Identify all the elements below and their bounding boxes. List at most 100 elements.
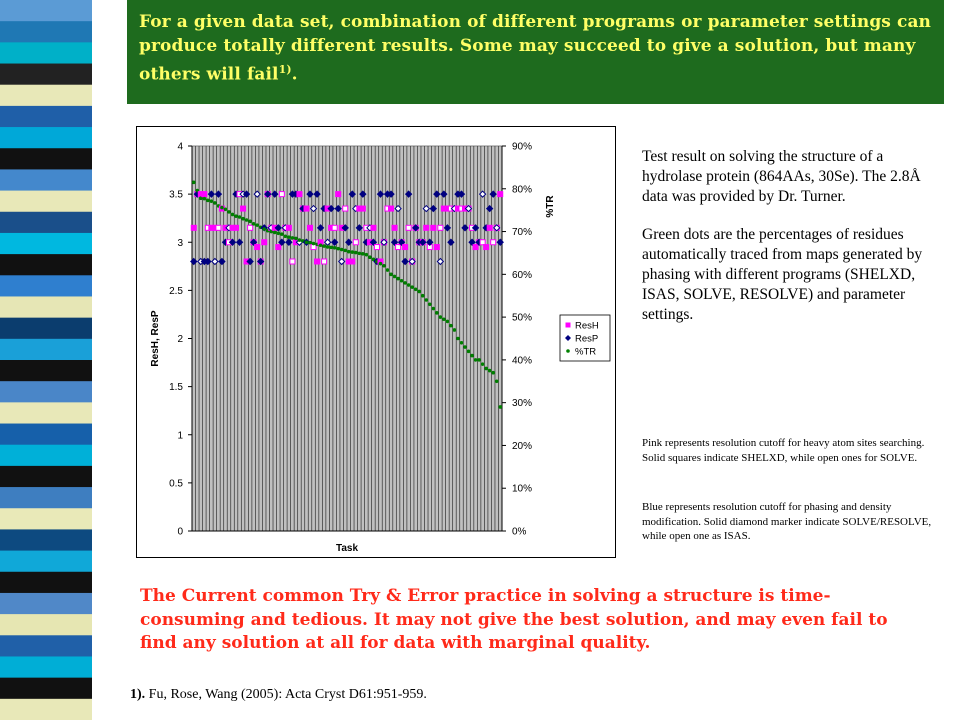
resp-point xyxy=(359,190,367,198)
resh-point xyxy=(296,191,303,198)
resh-point xyxy=(331,224,338,231)
y-tick-label: 2.5 xyxy=(169,286,183,297)
tr-point xyxy=(466,349,471,354)
stripe xyxy=(0,190,92,213)
tr-point xyxy=(382,263,386,268)
resh-point xyxy=(405,224,412,231)
tr-point xyxy=(399,278,404,283)
resp-point xyxy=(422,204,430,213)
resp-point xyxy=(461,224,469,232)
resp-point xyxy=(207,190,216,198)
header-text: For a given data set, combination of dif… xyxy=(139,12,932,85)
tr-point xyxy=(463,345,467,349)
y2-tick-label: 70% xyxy=(512,227,532,238)
tr-point xyxy=(442,317,446,322)
resh-point xyxy=(359,205,366,212)
y2-tick-label: 60% xyxy=(512,270,532,281)
stripe xyxy=(0,84,92,107)
tr-point xyxy=(487,368,492,373)
y-tick-label: 3 xyxy=(177,238,183,249)
tr-point xyxy=(449,323,453,328)
resp-point xyxy=(408,257,416,266)
stripe xyxy=(0,677,92,700)
tr-point xyxy=(280,232,284,236)
tr-point xyxy=(329,245,333,250)
resp-point xyxy=(464,204,473,213)
stripe xyxy=(0,63,92,86)
stripe xyxy=(0,317,92,340)
tr-point xyxy=(262,227,267,231)
stripe xyxy=(0,656,92,679)
tr-point xyxy=(403,281,407,285)
tr-point xyxy=(473,358,478,362)
y-tick-label: 3.5 xyxy=(169,190,183,201)
tr-point xyxy=(276,231,281,236)
resp-point xyxy=(440,190,448,198)
tr-point xyxy=(272,230,277,235)
resp-point xyxy=(253,190,261,198)
y-axis-label: ResH, ResP xyxy=(150,310,161,366)
resp-point xyxy=(429,204,438,213)
resp-point xyxy=(285,238,293,246)
resh-point xyxy=(240,205,247,212)
tr-point xyxy=(191,180,196,185)
stripe xyxy=(0,402,92,425)
y2-tick-label: 50% xyxy=(512,313,532,324)
resp-point xyxy=(228,238,237,246)
resp-point xyxy=(264,190,272,198)
stripe xyxy=(0,614,92,636)
resp-point xyxy=(345,238,353,246)
resh-point xyxy=(254,244,261,251)
resp-point xyxy=(426,238,434,246)
stripe xyxy=(0,571,92,594)
resp-point xyxy=(443,224,452,232)
tr-point xyxy=(294,236,298,241)
tr-point xyxy=(255,223,259,227)
resh-point xyxy=(437,224,444,231)
stripe xyxy=(0,529,92,552)
footnote-citation: Fu, Rose, Wang (2005): Acta Cryst D61:95… xyxy=(148,687,427,702)
resp-point xyxy=(204,257,212,266)
resh-point xyxy=(233,224,240,231)
tr-point xyxy=(480,362,485,366)
resh-point xyxy=(388,205,395,212)
tr-point xyxy=(346,249,351,254)
resp-point xyxy=(369,238,378,246)
resp-point xyxy=(327,204,335,213)
tr-point xyxy=(290,236,295,240)
resp-point xyxy=(211,257,219,266)
tr-point xyxy=(223,207,228,212)
tr-point xyxy=(325,245,330,249)
stripe xyxy=(0,338,92,361)
stripe xyxy=(0,423,92,446)
x-axis-label: Task xyxy=(336,543,358,554)
resh-point xyxy=(349,258,356,265)
tr-point xyxy=(427,302,432,307)
stripe xyxy=(0,211,92,234)
tr-point xyxy=(227,210,231,214)
tr-point xyxy=(350,250,355,254)
resp-point xyxy=(214,190,223,198)
tr-point xyxy=(209,199,214,203)
stripe xyxy=(0,254,92,276)
y-tick-label: 0.5 xyxy=(169,478,183,489)
tr-point xyxy=(389,272,393,277)
tr-point xyxy=(378,261,383,266)
tr-point xyxy=(392,274,397,279)
resh-point xyxy=(430,224,437,231)
tr-point xyxy=(297,238,302,242)
resp-point xyxy=(341,224,349,232)
resh-point xyxy=(247,224,254,231)
resp-point xyxy=(306,190,314,198)
resp-point xyxy=(249,238,258,246)
resp-point xyxy=(313,190,321,198)
header-end: . xyxy=(291,64,298,85)
resh-point xyxy=(303,205,310,212)
conclusion-text: The Current common Try & Error practice … xyxy=(140,586,888,653)
tr-point xyxy=(251,222,256,226)
resp-point xyxy=(390,238,399,246)
stripe xyxy=(0,444,92,467)
tr-point xyxy=(452,328,457,332)
resp-point xyxy=(278,238,286,246)
resh-point xyxy=(433,244,440,251)
